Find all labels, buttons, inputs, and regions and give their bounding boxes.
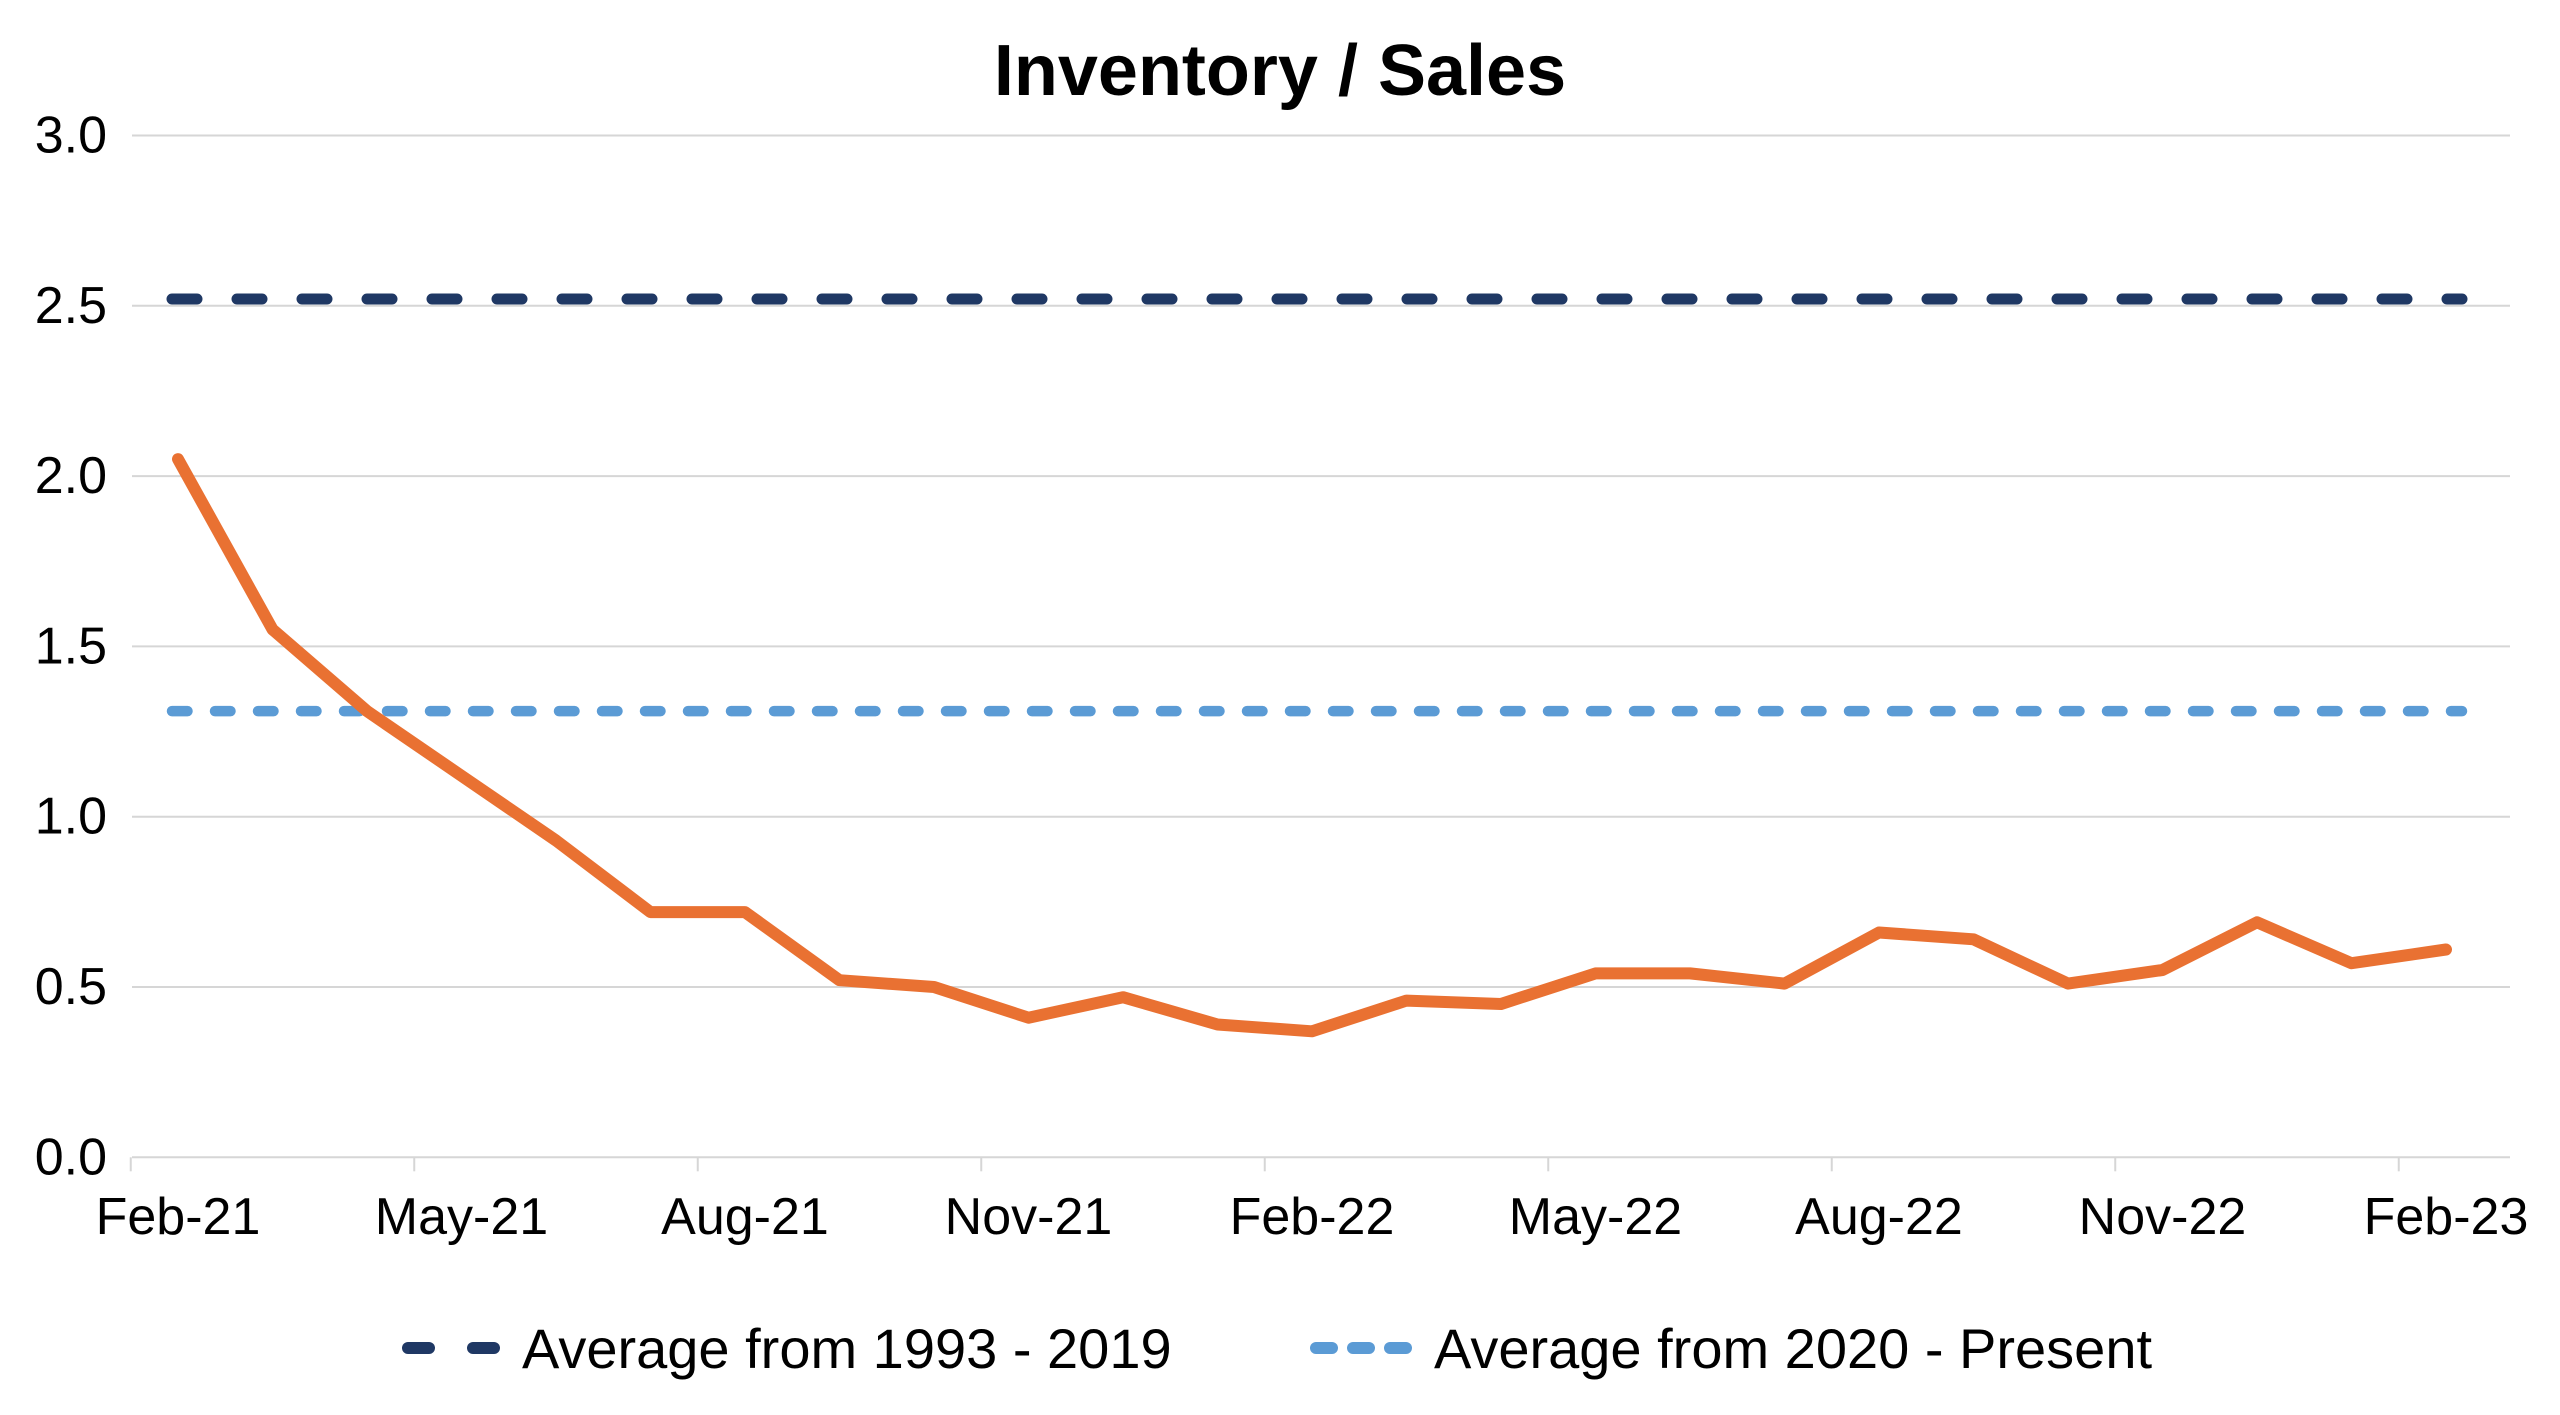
y-axis-tick-label: 2.5 — [35, 277, 107, 335]
x-axis-tick-label: Feb-23 — [2364, 1188, 2529, 1246]
y-axis-tick-label: 2.0 — [35, 447, 107, 505]
legend-label-avg-1993-2019: Average from 1993 - 2019 — [522, 1316, 1172, 1380]
x-axis-tick-label: Aug-22 — [1795, 1188, 1963, 1246]
long-dash-line-icon — [402, 1342, 500, 1354]
x-axis-tick-label: Nov-21 — [945, 1188, 1113, 1246]
y-axis-tick-label: 1.0 — [35, 788, 107, 846]
legend-item-avg-1993-2019: Average from 1993 - 2019 — [402, 1316, 1172, 1380]
x-axis-tick-label: May-22 — [1509, 1188, 1682, 1246]
y-axis-tick-label: 1.5 — [35, 617, 107, 675]
x-axis-tick-label: Aug-21 — [661, 1188, 829, 1246]
x-axis-tick-label: Nov-22 — [2079, 1188, 2247, 1246]
x-axis-tick-label: Feb-22 — [1230, 1188, 1395, 1246]
x-axis-tick-label: Feb-21 — [96, 1188, 261, 1246]
series-line-inventory-sales — [172, 453, 2452, 1038]
chart-title: Inventory / Sales — [993, 31, 1567, 111]
y-axis-tick-label: 3.0 — [35, 107, 107, 165]
legend-item-avg-2020-present: Average from 2020 - Present — [1310, 1316, 2152, 1380]
y-axis-tick-label: 0.5 — [35, 958, 107, 1016]
x-axis-tick-label: May-21 — [375, 1188, 548, 1246]
short-dash-line-icon — [1310, 1342, 1412, 1354]
legend-label-avg-2020-present: Average from 2020 - Present — [1434, 1316, 2153, 1380]
y-axis-tick-label: 0.0 — [35, 1128, 107, 1186]
